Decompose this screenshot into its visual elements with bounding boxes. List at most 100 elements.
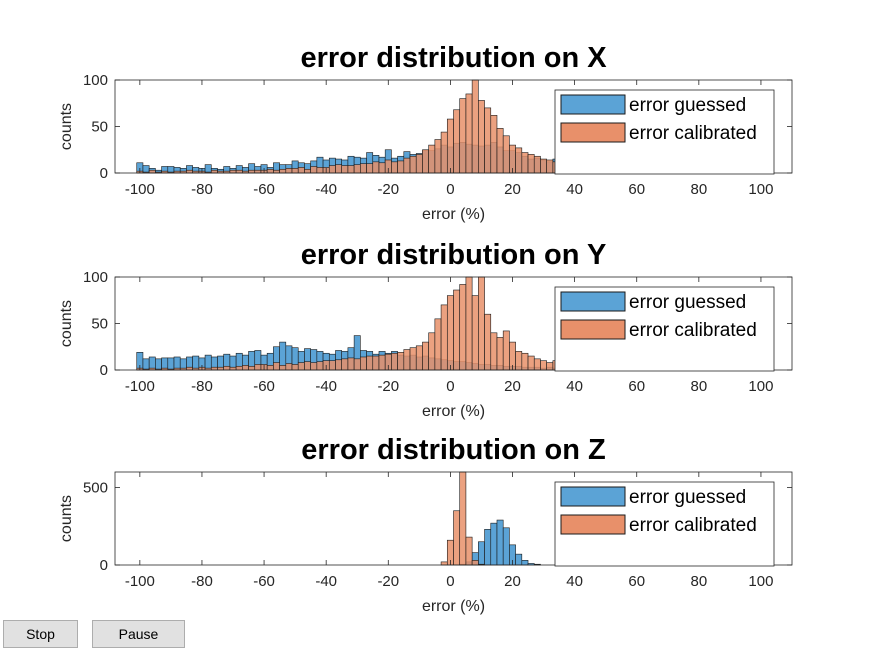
bar [229,169,237,174]
bar [465,536,473,566]
bar [471,295,479,371]
bar [409,347,417,371]
bar [316,167,324,174]
bar [186,366,193,371]
x-tick-label: -100 [125,181,155,198]
x-tick-label: 0 [446,181,454,198]
bar [496,128,504,174]
x-tick-label: 100 [748,181,773,198]
y-tick-label: 50 [91,119,108,136]
bar [347,165,355,174]
bar [403,349,411,371]
axes-box [114,471,793,566]
bar [248,169,256,174]
x-tick-label: 100 [748,378,773,395]
bar [279,168,287,174]
bar [403,157,411,174]
bar [440,561,448,566]
x-axis-label: error (%) [422,206,485,223]
bar [335,359,342,371]
bar [465,93,473,174]
x-tick-label: 0 [446,378,454,395]
bar [304,361,311,371]
bar [540,158,547,174]
legend-label: error calibrated [629,320,757,341]
bar [478,541,485,566]
bar [465,276,473,371]
bar [415,154,423,174]
bar [304,168,311,174]
x-tick-label: -80 [191,378,213,395]
x-tick-label: -20 [377,181,399,198]
x-tick-label: -60 [253,181,275,198]
bar [428,332,436,371]
legend-swatch [560,319,626,340]
bar [515,553,523,566]
legend: error guessed error calibrated [554,286,775,372]
chart-title: error distribution on X [300,42,607,74]
legend-label: error guessed [629,292,746,313]
bar [527,154,535,174]
bar [502,135,510,174]
stop-button[interactable]: Stop [3,620,78,648]
bar [446,295,454,371]
bar [471,560,479,566]
bar [229,366,237,371]
bar [210,366,218,371]
bar [204,354,212,371]
x-axis-label: error (%) [422,598,485,615]
bar [515,351,523,371]
x-tick-label: 40 [566,181,583,198]
legend-label: error guessed [629,487,746,508]
y-tick-label: 50 [91,316,108,333]
bar [273,169,280,174]
bar [540,360,547,371]
bar [285,168,293,174]
bar [353,358,361,371]
y-tick-label: 0 [100,165,108,182]
pause-button[interactable]: Pause [92,620,185,648]
bar [391,352,398,371]
x-tick-label: 100 [748,573,773,590]
bar [310,166,318,174]
bar [490,332,498,371]
bar [266,168,274,174]
bar [378,354,386,371]
bar [341,358,349,371]
bar [397,160,405,174]
bar [248,365,256,371]
legend: error guessed error calibrated [554,89,775,175]
bar [546,159,554,174]
x-tick-label: -40 [315,181,337,198]
bar [341,165,349,174]
x-tick-label: -80 [191,573,213,590]
x-tick-label: 0 [446,573,454,590]
bar [155,358,162,371]
bar [490,522,498,566]
bar [223,365,231,371]
chart-title: error distribution on Y [301,239,607,271]
bar [210,169,218,174]
x-tick-label: 40 [566,378,583,395]
bar [273,362,280,371]
bar [235,169,243,174]
x-tick-label: -40 [315,378,337,395]
bar [440,304,448,371]
x-tick-label: -20 [377,378,399,395]
bar [347,357,355,371]
bar [446,118,454,174]
bar [502,330,510,371]
bar [186,169,193,174]
x-tick-label: 80 [690,573,707,590]
bar [471,79,479,174]
bar [484,313,492,371]
y-axis-label: counts [58,495,75,542]
x-tick-label: 80 [690,181,707,198]
x-tick-label: -100 [125,573,155,590]
bar [527,355,535,371]
bar [242,365,249,371]
bar [291,168,299,174]
x-axis-label: error (%) [422,403,485,420]
y-tick-label: 0 [100,557,108,574]
